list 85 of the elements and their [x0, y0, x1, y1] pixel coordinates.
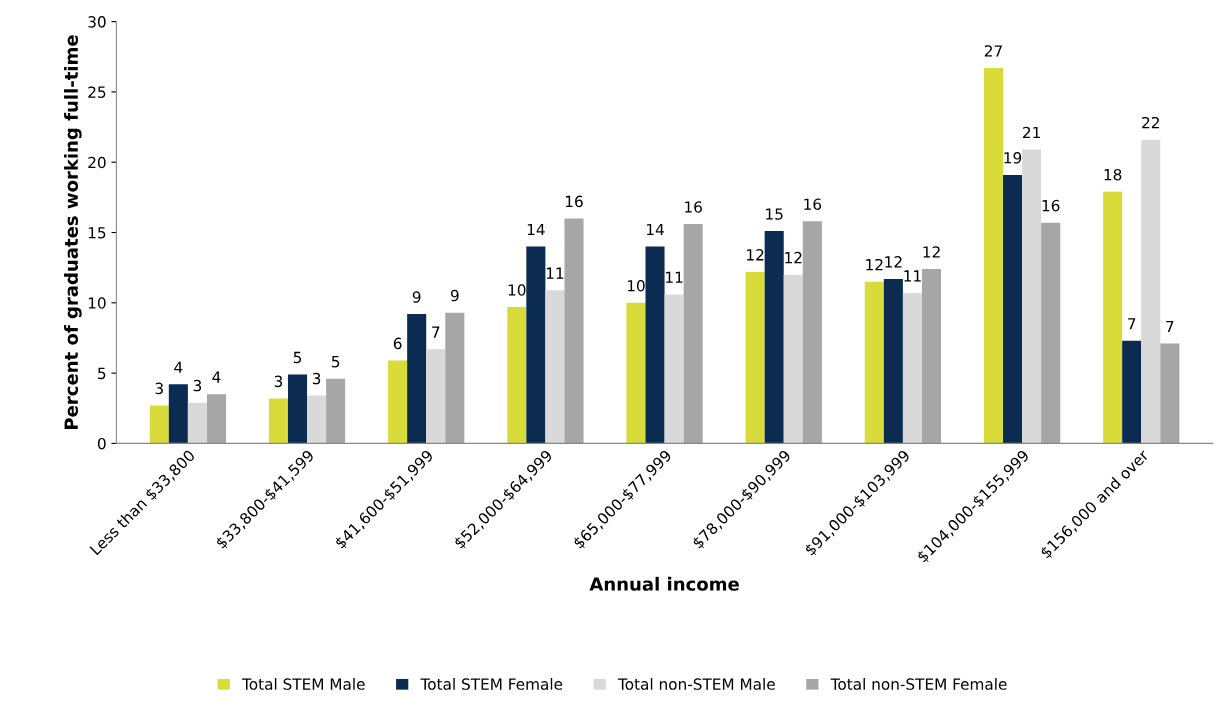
bar: [526, 246, 546, 444]
data-label: 7: [1166, 320, 1174, 333]
data-label: 12: [885, 256, 902, 268]
data-label: 6: [393, 337, 402, 350]
bar: [883, 278, 903, 444]
legend-label: Total STEM Female: [420, 678, 563, 690]
data-label: 11: [666, 271, 683, 283]
data-label: 21: [1023, 126, 1040, 139]
bar: [1103, 191, 1123, 444]
bar: [1003, 174, 1023, 444]
data-label: 18: [1104, 168, 1122, 181]
bar: [683, 224, 703, 444]
data-label: 12: [747, 249, 764, 261]
bar: [1122, 340, 1142, 444]
y-tick-label: 10: [88, 297, 106, 309]
data-label: 7: [1128, 318, 1136, 330]
data-label: 9: [450, 289, 459, 302]
bar: [645, 246, 665, 444]
bar: [802, 221, 822, 444]
data-label: 16: [804, 198, 822, 210]
y-tick-label: 15: [88, 227, 106, 239]
y-tick-label: 30: [88, 16, 106, 28]
data-label: 22: [1142, 116, 1159, 129]
bar: [407, 314, 427, 444]
data-label: 3: [312, 372, 321, 385]
bar: [307, 395, 327, 444]
data-label: 12: [866, 258, 883, 271]
bar: [326, 378, 346, 444]
bar: [626, 302, 646, 444]
data-label: 14: [527, 223, 545, 236]
bar: [388, 360, 408, 444]
y-tick-label: 0: [97, 437, 106, 450]
bar: [187, 402, 207, 444]
data-label: 16: [565, 195, 583, 208]
bar: [864, 281, 884, 444]
legend-label: Total non-STEM Female: [830, 678, 1007, 690]
y-tick-label: 25: [88, 86, 106, 98]
bar: [507, 307, 527, 444]
bar: [1041, 222, 1061, 444]
legend-label: Total STEM Male: [242, 678, 365, 690]
bar: [983, 68, 1004, 444]
bar: [783, 274, 803, 444]
bar: [445, 312, 465, 444]
data-label: 5: [293, 351, 302, 364]
bar: [1141, 139, 1161, 444]
data-label: 16: [1042, 199, 1060, 212]
bar: [902, 292, 922, 444]
data-label: 11: [904, 270, 921, 282]
x-axis-title: Annual income: [589, 576, 739, 591]
data-label: 14: [646, 223, 664, 236]
bar: [287, 374, 308, 444]
data-label: 11: [546, 267, 564, 279]
y-tick-label: 20: [88, 156, 106, 169]
bar: [664, 294, 684, 444]
data-label: 27: [984, 45, 1002, 57]
data-label: 9: [412, 291, 421, 303]
data-label: 3: [193, 379, 202, 392]
data-label: 12: [785, 251, 802, 264]
bar: [764, 231, 784, 444]
data-label: 5: [331, 356, 340, 368]
legend-label: Total non-STEM Male: [617, 678, 775, 690]
bar: [206, 394, 227, 444]
data-label: 15: [766, 208, 783, 220]
bar: [921, 269, 942, 444]
bar: [149, 405, 169, 444]
y-axis-title: Percent of graduates working full-time: [64, 35, 82, 429]
bar: [545, 290, 565, 444]
data-label: 19: [1004, 152, 1022, 164]
data-label: 4: [174, 361, 183, 373]
data-label: 16: [685, 201, 702, 213]
bar: [268, 398, 288, 444]
data-label: 12: [923, 246, 940, 258]
data-label: 10: [508, 284, 526, 296]
data-label: 10: [627, 279, 645, 292]
y-tick-label: 5: [98, 367, 106, 380]
data-label: 3: [274, 375, 283, 388]
bar: [168, 384, 188, 444]
data-label: 4: [212, 371, 221, 383]
data-label: 3: [155, 382, 163, 395]
bar: [745, 271, 765, 444]
bar: [1160, 343, 1180, 444]
data-label: 7: [432, 326, 440, 338]
bar: [564, 218, 584, 444]
bar: [426, 349, 446, 444]
bar: [1022, 149, 1042, 444]
